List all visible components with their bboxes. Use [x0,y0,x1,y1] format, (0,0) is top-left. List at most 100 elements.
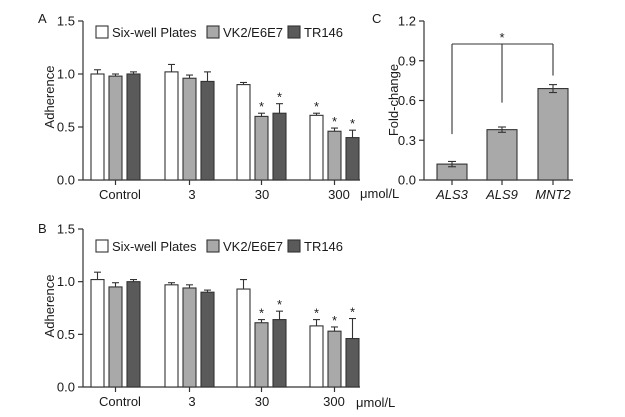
y-tick-label: 0.0 [398,173,416,188]
legend-label: Six-well Plates [112,25,197,40]
legend-swatch [287,25,301,39]
y-tick-label: 0.0 [57,380,75,395]
bar [182,77,197,181]
y-tick-label: 1.0 [57,274,75,289]
x-tick-label: 300 [323,394,345,409]
significance-star: * [314,99,319,114]
panel-b: B Adherence 0.0 0.5 1.0 1.5 * * * * * Control 3 3… [38,221,395,410]
legend-label: VK2/E6E7 [223,239,283,254]
bar [537,88,569,181]
panel-a-legend: Six-well Plates VK2/E6E7 TR146 [95,25,343,40]
bar [90,73,105,181]
y-tick-label: 1.5 [57,222,75,237]
bar [327,330,342,388]
bar [272,112,287,181]
bar [182,287,197,388]
significance-star: * [332,313,337,328]
legend-swatch [95,239,109,253]
panel-c-significance: * [451,30,554,135]
legend-swatch [287,239,301,253]
bar [90,279,105,388]
panel-c-ylabel: Fold-change [386,64,401,136]
y-tick-label: 0.0 [57,173,75,188]
panel-a-xlabels: Control 3 30 300 [99,180,350,202]
panel-c-xlabels: ALS3 ALS9 MNT2 [435,180,571,202]
panel-a-errorbars [94,63,356,138]
legend-swatch [206,25,220,39]
bar [108,75,123,181]
significance-star: * [277,90,282,105]
legend-label: Six-well Plates [112,239,197,254]
x-tick-label: Control [99,394,141,409]
x-tick-label: 3 [188,394,195,409]
significance-star: * [259,306,264,321]
x-tick-label: Control [99,187,141,202]
legend-swatch [95,25,109,39]
bar [236,288,251,388]
panel-a-stars: * * * * * [259,90,355,131]
legend-label: VK2/E6E7 [223,25,283,40]
bar [164,284,179,388]
panel-a-unit: μmol/L [360,186,399,201]
bar [327,130,342,181]
x-tick-label: ALS9 [485,187,518,202]
significance-star: * [350,116,355,131]
bar [345,137,360,181]
panel-c-errorbars [448,84,557,168]
bar [309,325,324,388]
panel-c-yticks: 0.0 0.3 0.6 0.9 1.2 [398,14,424,188]
y-tick-label: 0.9 [398,53,416,68]
significance-star: * [259,99,264,114]
bar [309,114,324,181]
bar [486,129,518,181]
panel-b-yticks: 0.0 0.5 1.0 1.5 [57,222,83,395]
panel-b-errorbars [94,271,356,339]
x-tick-label: 300 [328,187,350,202]
bar [236,84,251,181]
y-tick-label: 1.2 [398,14,416,29]
panel-b-bars [90,279,360,388]
significance-star: * [499,30,504,45]
bar [254,322,269,388]
legend-label: TR146 [304,25,343,40]
x-tick-label: ALS3 [435,187,469,202]
panel-b-stars: * * * * * [259,297,355,328]
significance-star: * [277,297,282,312]
panel-a-ylabel: Adherence [42,66,57,129]
panel-a-bars [90,71,360,181]
panel-c-bars [436,88,569,181]
panel-b-xlabels: Control 3 30 300 [99,387,345,409]
legend-swatch [206,239,220,253]
x-tick-label: MNT2 [535,187,571,202]
y-tick-label: 0.5 [57,327,75,342]
y-tick-label: 0.6 [398,93,416,108]
y-tick-label: 0.5 [57,120,75,135]
panel-a-letter: A [38,11,47,26]
significance-star: * [314,306,319,321]
panel-c-letter: C [372,11,381,26]
x-tick-label: 30 [255,394,269,409]
panel-a-yticks: 0.0 0.5 1.0 1.5 [57,14,83,188]
bar [200,291,215,388]
bar [254,115,269,181]
bar [126,281,141,388]
bar [164,71,179,181]
bar [345,337,360,388]
panel-b-ylabel: Adherence [42,275,57,338]
bar [108,286,123,388]
panel-b-unit: μmol/L [356,395,395,410]
bar [200,80,215,181]
significance-star: * [350,305,355,320]
panel-b-legend: Six-well Plates VK2/E6E7 TR146 [95,239,343,254]
x-tick-label: 30 [255,187,269,202]
x-tick-label: 3 [188,187,195,202]
y-tick-label: 0.3 [398,133,416,148]
bar [126,73,141,181]
panel-b-letter: B [38,221,47,236]
y-tick-label: 1.0 [57,67,75,82]
panel-c: C Fold-change 0.0 0.3 0.6 0.9 1.2 ALS3 ALS9 MN… [372,11,573,202]
legend-label: TR146 [304,239,343,254]
significance-star: * [332,114,337,129]
y-tick-label: 1.5 [57,14,75,29]
